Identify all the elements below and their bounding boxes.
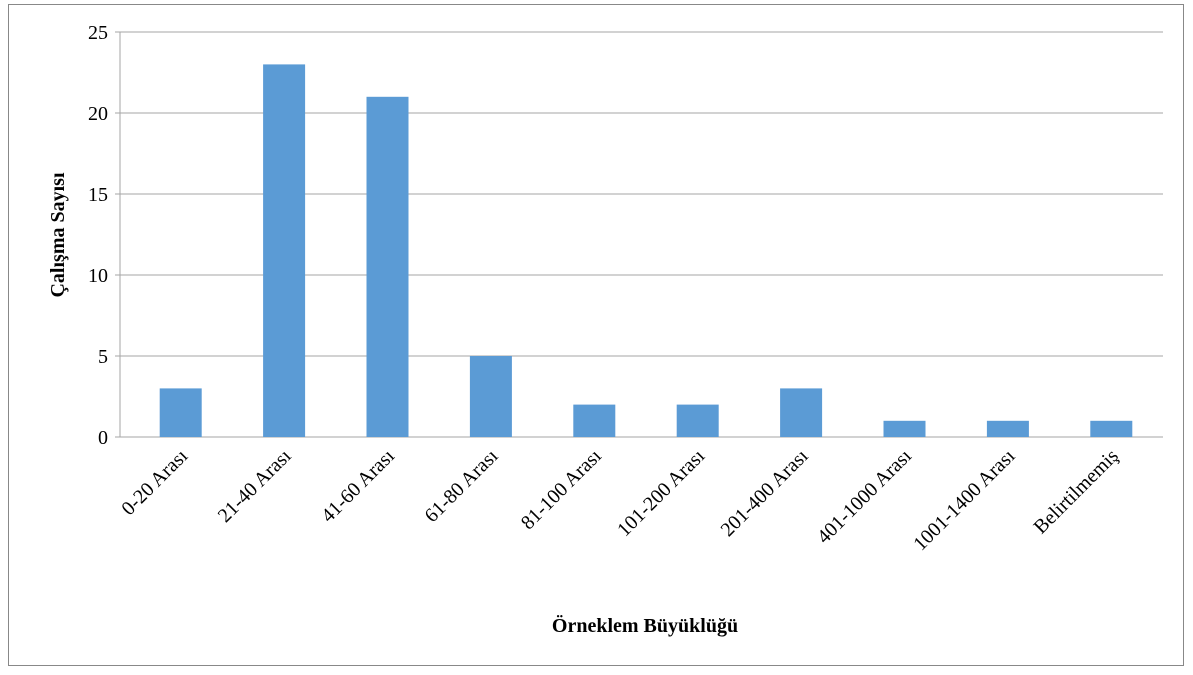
y-tick-label: 10: [88, 265, 108, 287]
bar: [883, 420, 926, 437]
y-tick-label: 0: [98, 427, 108, 449]
bar: [1090, 420, 1133, 437]
bar: [159, 388, 202, 437]
bar: [366, 96, 409, 438]
y-tick-label: 15: [88, 184, 108, 206]
bar: [263, 64, 306, 438]
chart-border: [8, 4, 1184, 666]
bar: [573, 404, 616, 437]
y-tick-label: 20: [88, 103, 108, 125]
y-tick-label: 25: [88, 22, 108, 44]
y-tick-label: 5: [98, 346, 108, 368]
bar: [469, 356, 512, 437]
bar: [780, 388, 823, 437]
x-axis-title: Örneklem Büyüklüğü: [552, 614, 738, 637]
bar: [986, 420, 1029, 437]
bar: [676, 404, 719, 437]
y-axis-title: Çalışma Sayısı: [47, 172, 69, 297]
